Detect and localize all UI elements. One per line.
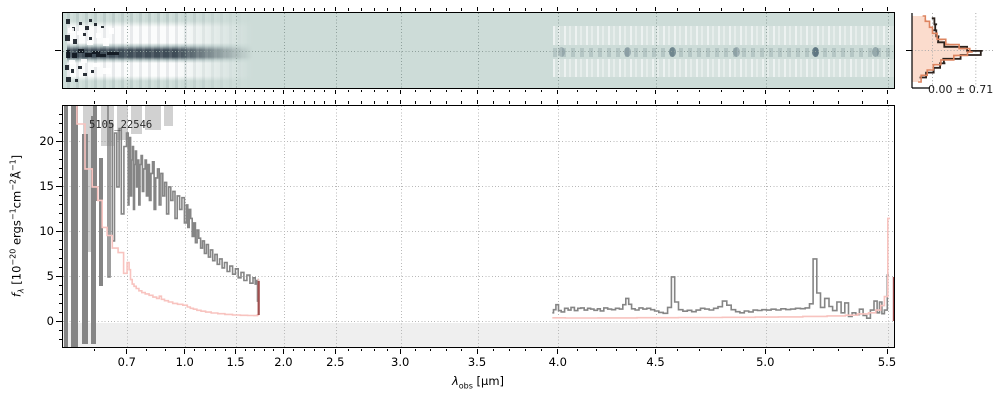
x-tick-label: 4.5 xyxy=(646,355,665,369)
gridline-x-2d xyxy=(283,13,285,88)
gridline-x-2d xyxy=(400,13,402,88)
x-tick-label: 2.0 xyxy=(274,355,293,369)
spectrum-1d-panel: 5105_22546 xyxy=(62,105,895,348)
spec2d-left-tick xyxy=(55,50,61,51)
gridline-x xyxy=(127,106,129,347)
spec2d-center-gridline xyxy=(63,51,894,52)
spectrum-red-line xyxy=(552,258,889,319)
main-left-ticks xyxy=(0,0,62,400)
gridline-x xyxy=(477,106,479,347)
spec2d-noise-band-bottom xyxy=(553,59,894,77)
gridline-x-2d xyxy=(558,13,560,88)
object-id-label: 5105_22546 xyxy=(89,119,153,131)
main-bottom-ticks xyxy=(62,348,895,356)
gridline-x xyxy=(765,106,767,347)
y-tick-label: 20 xyxy=(39,133,54,148)
gridline-x-2d xyxy=(656,13,658,88)
gridline-x xyxy=(283,106,285,347)
main-top-ticks xyxy=(62,98,895,104)
error-blue-line xyxy=(76,106,260,317)
y-tick-label: 10 xyxy=(39,223,54,238)
line-overlap-marks xyxy=(257,277,894,321)
noise-histogram-panel xyxy=(906,13,994,89)
y-tick-label: 15 xyxy=(39,178,54,193)
histogram-model-line xyxy=(918,15,973,83)
gridline-x xyxy=(558,106,560,347)
x-tick-label: 3.5 xyxy=(467,355,487,369)
x-tick-label: 5.5 xyxy=(877,355,897,369)
y-axis-title: fλ [10−20 ergs−1cm−2Å−1] xyxy=(8,154,26,298)
gridline-x xyxy=(335,106,337,347)
x-tick-label: 4.0 xyxy=(548,355,567,369)
gridline-x-2d xyxy=(887,13,889,88)
gridline-x-2d xyxy=(185,13,187,88)
gridline-x-2d xyxy=(127,13,129,88)
gridline-y xyxy=(63,321,894,323)
x-tick-label: 0.7 xyxy=(117,355,136,369)
spectrum-plot-svg xyxy=(64,106,894,347)
below-zero-band xyxy=(63,323,894,347)
histogram-model-fill xyxy=(912,16,973,82)
gridline-y xyxy=(63,276,894,278)
gridline-x-2d xyxy=(765,13,767,88)
x-tick-label: 1.0 xyxy=(175,355,194,369)
spec2d-bottom-ticks xyxy=(62,89,895,96)
x-tick-label: 3.0 xyxy=(391,355,410,369)
noisy-spectrum-bars xyxy=(64,106,103,347)
spectrum-blue-line xyxy=(107,106,260,302)
y-tick-labels: 0 5 10 15 20 xyxy=(0,0,62,400)
spec2d-noise-band-top xyxy=(553,26,894,45)
error-red-line xyxy=(552,217,890,319)
spec2d-trace-blue xyxy=(67,13,265,88)
gridline-y xyxy=(63,186,894,188)
y-tick-label: 0 xyxy=(46,313,54,328)
faint-spectrum-bars xyxy=(83,106,173,252)
gridline-x-2d xyxy=(335,13,337,88)
x-axis-title: λobs [μm] xyxy=(451,374,505,391)
gridline-y xyxy=(63,141,894,143)
spec2d-top-ticks xyxy=(62,5,895,11)
gridline-x-2d xyxy=(477,13,479,88)
x-tick-label: 5.0 xyxy=(756,355,775,369)
gridline-x xyxy=(236,106,238,347)
gridline-x xyxy=(185,106,187,347)
gridline-x-2d xyxy=(236,13,238,88)
gridline-x xyxy=(400,106,402,347)
y-tick-label: 5 xyxy=(46,268,54,283)
spec2d-noise-band-center xyxy=(553,48,894,57)
x-tick-label: 1.5 xyxy=(226,355,245,369)
x-tick-labels: 0.7 1.0 1.5 2.0 2.5 3.0 3.5 4.0 4.5 5.0 5.5 xyxy=(62,355,897,371)
spec2d-panel xyxy=(62,12,895,89)
histogram-stats-label: 0.00 ± 0.71 xyxy=(928,83,994,96)
gridline-y xyxy=(63,231,894,233)
gridline-x xyxy=(656,106,658,347)
x-tick-label: 2.5 xyxy=(326,355,345,369)
